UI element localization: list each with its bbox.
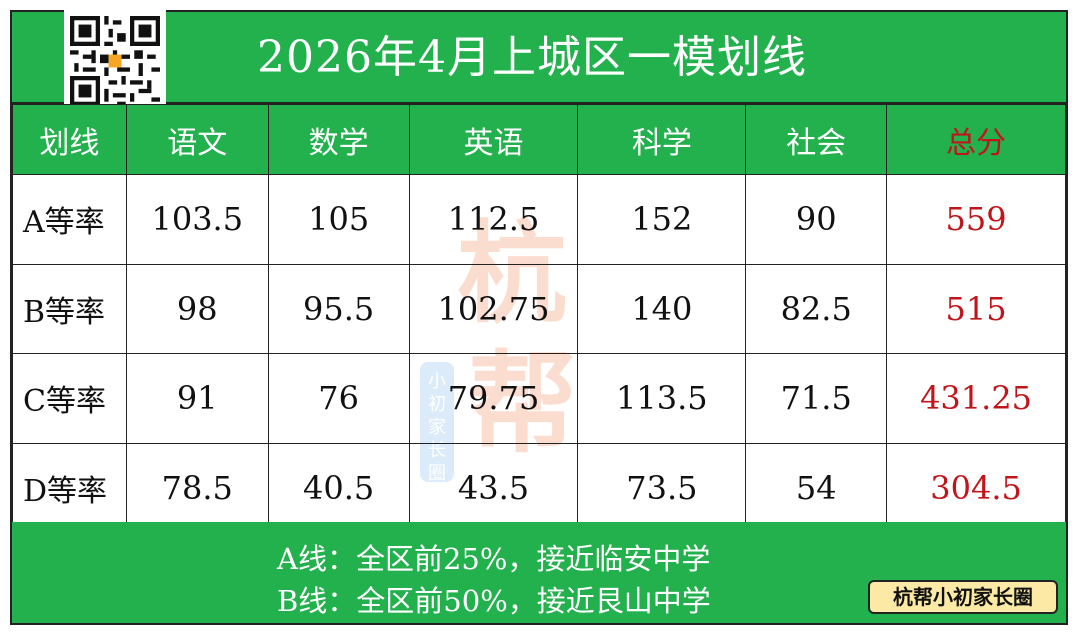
score-cell: 71.5	[745, 353, 888, 444]
header-cell: 数学	[267, 104, 410, 175]
score-cell: 78.5	[125, 442, 269, 533]
page-title: 2026年4月上城区一模划线	[257, 32, 807, 83]
table-header-row: 划线 语文 数学 英语 科学 社会 总分	[12, 104, 1066, 175]
score-cell: 40.5	[267, 442, 410, 533]
header-cell: 划线	[12, 104, 127, 175]
row-label: A等率	[12, 174, 127, 265]
notes-footer: A线：全区前25%，接近临安中学 B线：全区前50%，接近艮山中学 杭帮小初家长…	[12, 522, 1066, 623]
header-cell-total: 总分	[886, 104, 1066, 175]
score-cell: 152	[577, 174, 747, 265]
score-cell: 82.5	[745, 263, 888, 354]
score-cell: 103.5	[125, 174, 269, 265]
note-b-line: B线：全区前50%，接近艮山中学	[277, 584, 711, 618]
table-row: A等率 103.5 105 112.5 152 90 559	[12, 174, 1066, 265]
total-cell: 431.25	[886, 353, 1066, 444]
note-a-line: A线：全区前25%，接近临安中学	[277, 542, 711, 576]
total-cell: 304.5	[886, 442, 1066, 533]
score-sheet: 2026年4月上城区一模划线 杭 帮 小 初 家 长 圈 划线 语文 数学 英语…	[10, 10, 1068, 625]
total-cell: 559	[886, 174, 1066, 265]
score-cell: 98	[125, 263, 269, 354]
total-cell: 515	[886, 263, 1066, 354]
header-cell: 科学	[577, 104, 747, 175]
brand-badge[interactable]: 杭帮小初家长圈	[868, 580, 1058, 614]
score-cell: 79.75	[408, 353, 579, 444]
row-label: C等率	[12, 353, 127, 444]
qr-code[interactable]	[64, 10, 166, 112]
score-cell: 76	[267, 353, 410, 444]
score-cell: 140	[577, 263, 747, 354]
header-cell: 英语	[408, 104, 579, 175]
header-cell: 社会	[745, 104, 888, 175]
score-cell: 73.5	[577, 442, 747, 533]
score-cell: 102.75	[408, 263, 579, 354]
score-cell: 105	[267, 174, 410, 265]
qr-code-icon	[70, 16, 160, 106]
title-bar: 2026年4月上城区一模划线	[12, 10, 1066, 112]
table-row: B等率 98 95.5 102.75 140 82.5 515	[12, 263, 1066, 354]
score-cell: 95.5	[267, 263, 410, 354]
header-cell: 语文	[125, 104, 269, 175]
row-label: D等率	[12, 442, 127, 533]
score-cell: 91	[125, 353, 269, 444]
score-cell: 43.5	[408, 442, 579, 533]
score-cell: 54	[745, 442, 888, 533]
table-row: D等率 78.5 40.5 43.5 73.5 54 304.5	[12, 442, 1066, 533]
score-cell: 112.5	[408, 174, 579, 265]
score-cell: 113.5	[577, 353, 747, 444]
row-label: B等率	[12, 263, 127, 354]
table-row: C等率 91 76 79.75 113.5 71.5 431.25	[12, 353, 1066, 444]
score-cell: 90	[745, 174, 888, 265]
score-table: 划线 语文 数学 英语 科学 社会 总分 A等率 103.5 105 112.5…	[12, 104, 1066, 533]
